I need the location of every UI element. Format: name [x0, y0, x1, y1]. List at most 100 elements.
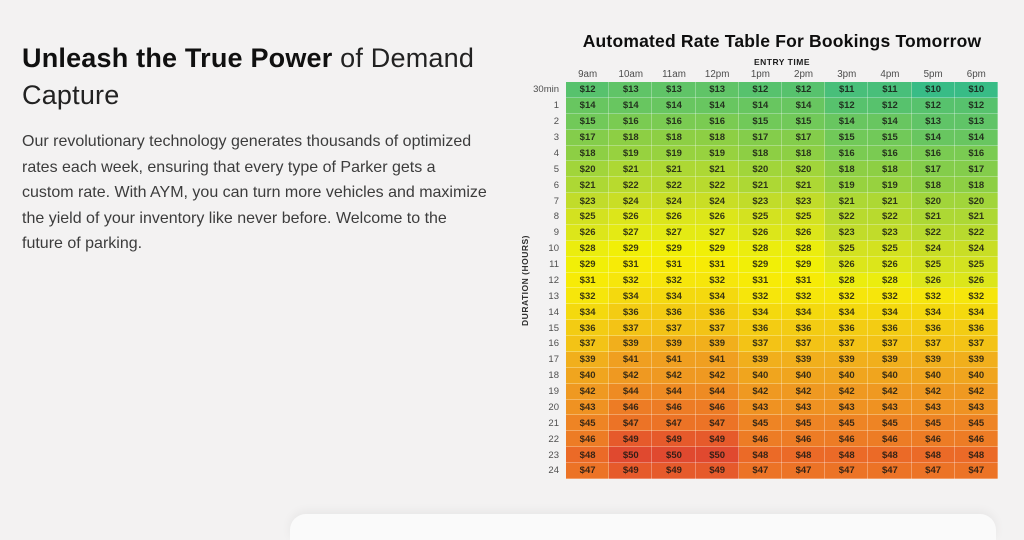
rate-cell: $49	[652, 431, 696, 448]
rate-cell: $39	[954, 351, 998, 368]
rate-cell: $34	[695, 288, 739, 305]
rate-cell: $39	[781, 351, 826, 368]
rate-cell: $46	[954, 431, 998, 448]
duration-row-label: 21	[548, 417, 559, 429]
entry-time-column-label: 6pm	[966, 69, 986, 80]
rate-cell: $26	[738, 224, 782, 241]
rate-cell: $45	[566, 415, 610, 432]
rate-cell: $47	[868, 463, 912, 479]
entry-time-column-headers: 9am 10am 11am 12pm 1pm 2pm 3pm 4pm 5pm 6pm	[566, 68, 1010, 82]
chart-title: Automated Rate Table For Bookings Tomorr…	[582, 31, 982, 51]
duration-row-label: 19	[548, 386, 559, 398]
rate-cell: $34	[566, 304, 610, 321]
rate-cell: $32	[738, 288, 782, 305]
rate-cell: $14	[954, 129, 998, 146]
rate-cell: $24	[652, 193, 696, 209]
rate-cell: $39	[566, 351, 610, 368]
rate-cell: $18	[825, 161, 869, 178]
rate-cell: $32	[652, 272, 696, 289]
duration-row-label: 13	[548, 290, 559, 302]
rate-cell: $13	[954, 113, 998, 130]
rate-cell: $17	[738, 129, 782, 146]
rate-cell: $34	[781, 304, 826, 321]
rate-cell: $21	[825, 193, 869, 209]
rate-cell: $18	[868, 161, 912, 178]
rate-cell: $15	[868, 129, 912, 146]
rate-cell: $39	[652, 336, 696, 352]
rate-cell: $42	[609, 367, 653, 384]
rate-cell: $20	[566, 161, 610, 178]
rate-cell: $23	[825, 224, 869, 241]
duration-row-label: 10	[548, 243, 559, 255]
rate-cell: $23	[738, 193, 782, 209]
rate-cell: $16	[868, 145, 912, 162]
rate-cell: $32	[609, 272, 653, 289]
rate-cell: $10	[911, 82, 955, 98]
rate-cell: $37	[911, 336, 955, 352]
rate-cell: $31	[652, 256, 696, 273]
duration-row-label: 5	[553, 163, 559, 175]
duration-row-label: 20	[548, 401, 559, 413]
duration-row-label: 18	[548, 370, 559, 382]
rate-cell: $36	[781, 320, 826, 336]
rate-cell: $34	[738, 304, 782, 321]
rate-cell: $42	[566, 383, 610, 400]
rate-cell: $27	[695, 224, 739, 241]
rate-cell: $45	[911, 415, 955, 432]
rate-cell: $21	[781, 177, 826, 194]
rate-cell: $42	[954, 383, 998, 400]
rate-cell: $42	[825, 383, 869, 400]
rate-cell: $50	[609, 447, 653, 463]
rate-cell: $21	[652, 161, 696, 178]
rate-cell: $36	[954, 320, 998, 336]
rate-cell: $22	[609, 177, 653, 194]
rate-cell: $34	[954, 304, 998, 321]
rate-cell: $12	[566, 82, 610, 98]
entry-time-column-label: 10am	[618, 69, 644, 80]
rate-cell: $23	[781, 193, 826, 209]
rate-cell: $19	[695, 145, 739, 162]
rate-cell: $26	[652, 209, 696, 225]
rate-cell: $19	[652, 145, 696, 162]
rate-cell: $44	[695, 383, 739, 400]
hero-paragraph: Our revolutionary technology generates t…	[22, 133, 487, 252]
rate-cell: $48	[825, 447, 869, 463]
duration-row-label: 6	[553, 179, 559, 191]
duration-row-label: 2	[553, 116, 559, 128]
rate-cell: $37	[825, 336, 869, 352]
rate-cell: $15	[566, 113, 610, 130]
rate-cell: $17	[911, 161, 955, 178]
rate-cell: $40	[868, 367, 912, 384]
rate-cell: $37	[738, 336, 782, 352]
rate-cell: $26	[609, 209, 653, 225]
entry-time-column-label: 1pm	[750, 69, 770, 80]
rate-cell: $43	[954, 399, 998, 416]
rate-cell: $16	[609, 113, 653, 130]
rate-cell: $18	[954, 177, 998, 194]
rate-cell: $48	[781, 447, 826, 463]
rate-cell: $48	[868, 447, 912, 463]
rate-cell: $25	[738, 209, 782, 225]
rate-cell: $50	[695, 447, 739, 463]
rate-cell: $42	[738, 383, 782, 400]
rate-cell: $45	[954, 415, 998, 432]
rate-cell: $43	[738, 399, 782, 416]
rate-cell: $45	[825, 415, 869, 432]
rate-cell: $28	[825, 272, 869, 289]
rate-cell: $22	[652, 177, 696, 194]
rate-cell: $15	[825, 129, 869, 146]
rate-cell: $20	[954, 193, 998, 209]
rate-cell: $20	[781, 161, 826, 178]
rate-cell: $13	[695, 82, 739, 98]
rate-cell: $18	[781, 145, 826, 162]
rate-cell: $43	[566, 399, 610, 416]
rate-cell: $12	[781, 82, 826, 98]
rate-cell: $43	[781, 399, 826, 416]
rate-cell: $14	[825, 113, 869, 130]
rate-cell: $13	[652, 82, 696, 98]
rate-cell: $47	[566, 463, 610, 479]
rate-cell: $19	[868, 177, 912, 194]
rate-cell: $40	[781, 367, 826, 384]
rate-cell: $34	[609, 288, 653, 305]
rate-cell: $24	[695, 193, 739, 209]
